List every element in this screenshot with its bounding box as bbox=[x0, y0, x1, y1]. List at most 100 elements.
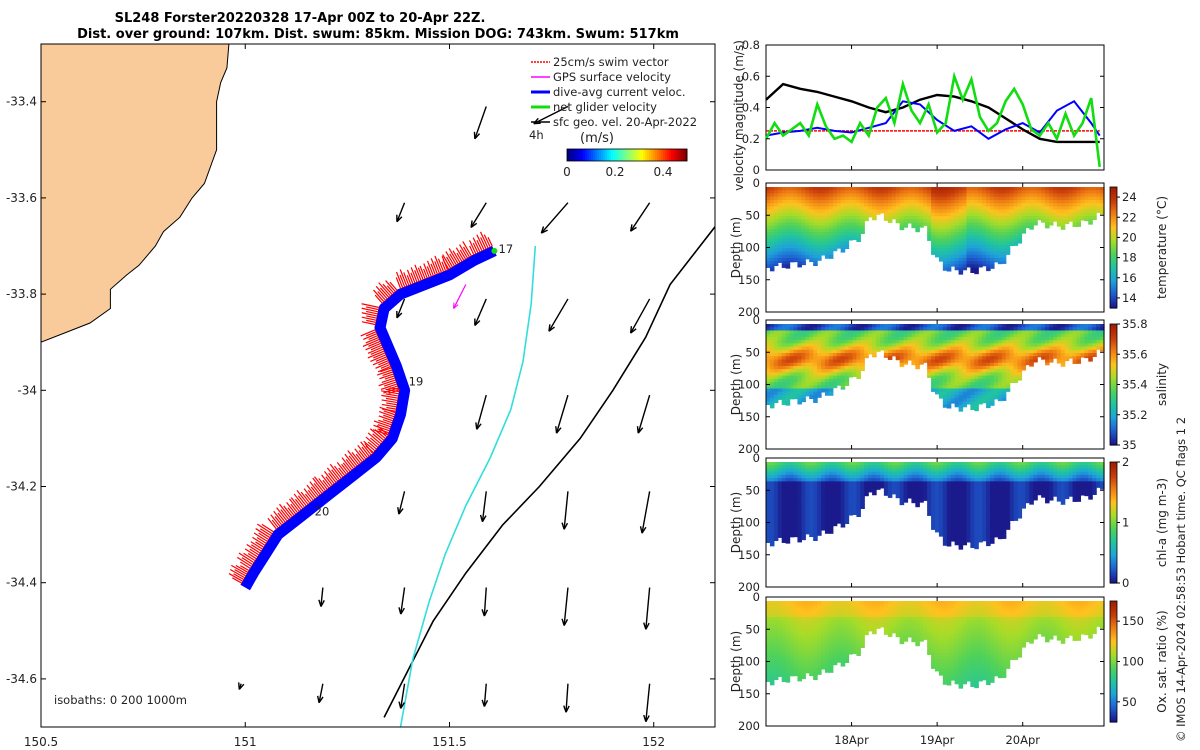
sfc-arrow bbox=[548, 298, 569, 332]
sfc-arrow bbox=[643, 683, 651, 723]
profile-panel-temperature: 0 50 100 150 200 Depth (m) 14 16 18 20 22 24 tempera… bbox=[729, 176, 1169, 319]
sfc-arrow bbox=[629, 202, 651, 232]
depth-tick: 100 bbox=[738, 516, 760, 530]
colorbar-temperature: 14 16 18 20 22 24 temperature (°C) bbox=[1109, 186, 1169, 309]
depth-tick: 50 bbox=[745, 208, 760, 222]
colorbar-tick: 22 bbox=[1122, 210, 1137, 224]
colorbar-chla: 0 1 2 chl-a (mg m-3) bbox=[1109, 455, 1169, 590]
depth-axis-label: Depth (m) bbox=[729, 492, 743, 553]
velocity-y-tick: 0.2 bbox=[742, 132, 760, 146]
map-y-tick-label: -34.2 bbox=[6, 480, 37, 494]
colorbar-tick: 16 bbox=[1122, 271, 1137, 285]
sfc-arrow bbox=[474, 298, 487, 327]
depth-tick: 150 bbox=[738, 410, 760, 424]
depth-tick: 200 bbox=[738, 580, 760, 594]
colorbar-tick: 35.2 bbox=[1122, 408, 1148, 422]
colorbar-tick: 0.2 bbox=[605, 165, 624, 179]
sfc-arrow bbox=[397, 491, 406, 515]
velocity-y-tick: 0.8 bbox=[742, 38, 760, 52]
vector-scale-label: 4h bbox=[529, 128, 544, 142]
legend-gps-label: GPS surface velocity bbox=[553, 70, 671, 84]
day-label: 17 bbox=[499, 242, 514, 256]
colorbar-label: salinity bbox=[1155, 363, 1169, 406]
depth-tick: 0 bbox=[753, 590, 760, 604]
colorbar-tick: 24 bbox=[1122, 190, 1137, 204]
legend-sfc-label: sfc geo. vel. 20-Apr-2022 bbox=[553, 115, 697, 129]
sfc-arrow bbox=[398, 587, 406, 615]
colorbar-tick: 100 bbox=[1122, 655, 1144, 669]
depth-tick: 0 bbox=[753, 313, 760, 327]
coastline-land bbox=[41, 44, 230, 727]
colorbar-tick: 35.4 bbox=[1122, 378, 1148, 392]
gps-velocity-arrow bbox=[453, 284, 467, 309]
legend-net-label: net glider velocity bbox=[553, 100, 657, 114]
colorbar-tick: 18 bbox=[1122, 251, 1137, 265]
sfc-arrow bbox=[475, 394, 487, 430]
colorbar-oxygen: 50 100 150 Ox. sat. ratio (%) bbox=[1109, 600, 1169, 723]
time-tick-label: 19Apr bbox=[920, 733, 955, 747]
colorbar-tick: 50 bbox=[1122, 695, 1137, 709]
colorbar-tick: 14 bbox=[1122, 291, 1137, 305]
track-start-marker bbox=[491, 247, 498, 254]
depth-axis-label: Depth (m) bbox=[729, 354, 743, 415]
velocity-series bbox=[765, 82, 1100, 144]
sfc-arrow bbox=[481, 587, 489, 617]
velocity-y-tick: 0 bbox=[753, 163, 760, 177]
map-x-ticks: 150.5 151 151.5 152 bbox=[24, 44, 665, 749]
map-x-tick-label: 152 bbox=[642, 735, 665, 749]
map-y-tick-label: -34 bbox=[17, 383, 37, 397]
sfc-arrow bbox=[396, 298, 406, 319]
sfc-arrow bbox=[479, 491, 487, 523]
legend-swim: 25cm/s swim vector bbox=[531, 55, 669, 69]
depth-tick: 200 bbox=[738, 719, 760, 733]
time-tick-label: 18Apr bbox=[834, 733, 869, 747]
title-line-2: Dist. over ground: 107km. Dist. swum: 85… bbox=[77, 27, 679, 42]
legend-diveavg: dive-avg current veloc. bbox=[531, 85, 686, 99]
legend-net: net glider velocity bbox=[531, 100, 657, 114]
colorbar-tick: 0.4 bbox=[653, 165, 672, 179]
sfc-velocity-arrows bbox=[238, 105, 651, 723]
colorbar-tick: 0 bbox=[1122, 576, 1129, 590]
depth-tick: 150 bbox=[738, 687, 760, 701]
sfc-arrow bbox=[470, 202, 487, 228]
legend-diveavg-label: dive-avg current veloc. bbox=[553, 85, 686, 99]
colorbar-tick: 0 bbox=[563, 165, 571, 179]
map-x-tick-label: 151 bbox=[234, 735, 257, 749]
sfc-arrow bbox=[639, 491, 651, 534]
depth-tick: 50 bbox=[745, 622, 760, 636]
depth-tick: 50 bbox=[745, 483, 760, 497]
colorbar-tick: 150 bbox=[1122, 614, 1144, 628]
colorbar-label: chl-a (mg m-3) bbox=[1155, 478, 1169, 567]
velocity-y-tick: 0.4 bbox=[742, 101, 760, 115]
depth-tick: 200 bbox=[738, 305, 760, 319]
sfc-arrow bbox=[561, 491, 569, 530]
sfc-arrow bbox=[398, 683, 406, 709]
colorbar-label: (m/s) bbox=[580, 131, 614, 146]
isobath-cyan bbox=[399, 245, 537, 727]
colorbar-tick: 2 bbox=[1122, 455, 1129, 469]
time-tick-label: 20Apr bbox=[1005, 733, 1040, 747]
map-y-tick-label: -33.4 bbox=[6, 95, 37, 109]
sfc-arrow bbox=[555, 394, 569, 434]
day-labels: 17 19 20 bbox=[315, 242, 513, 518]
swim-vectors bbox=[228, 231, 493, 584]
sfc-arrow bbox=[316, 683, 324, 704]
colorbar-tick: 35.8 bbox=[1122, 317, 1148, 331]
depth-axis-label: Depth (m) bbox=[729, 217, 743, 278]
sfc-arrow bbox=[481, 683, 489, 707]
colorbar-tick: 35.6 bbox=[1122, 347, 1148, 361]
isobath-label: isobaths: 0 200 1000m bbox=[54, 693, 187, 707]
colorbar-tick: 1 bbox=[1122, 516, 1129, 530]
map-y-tick-label: -34.4 bbox=[6, 576, 37, 590]
dive-avg-track bbox=[240, 245, 497, 591]
depth-tick: 100 bbox=[738, 378, 760, 392]
sfc-arrow bbox=[629, 298, 651, 334]
colorbar-label: temperature (°C) bbox=[1155, 196, 1169, 299]
depth-tick: 100 bbox=[738, 241, 760, 255]
legend-swim-label: 25cm/s swim vector bbox=[553, 55, 669, 69]
day-label: 19 bbox=[409, 375, 424, 389]
map-x-tick-label: 151.5 bbox=[432, 735, 466, 749]
